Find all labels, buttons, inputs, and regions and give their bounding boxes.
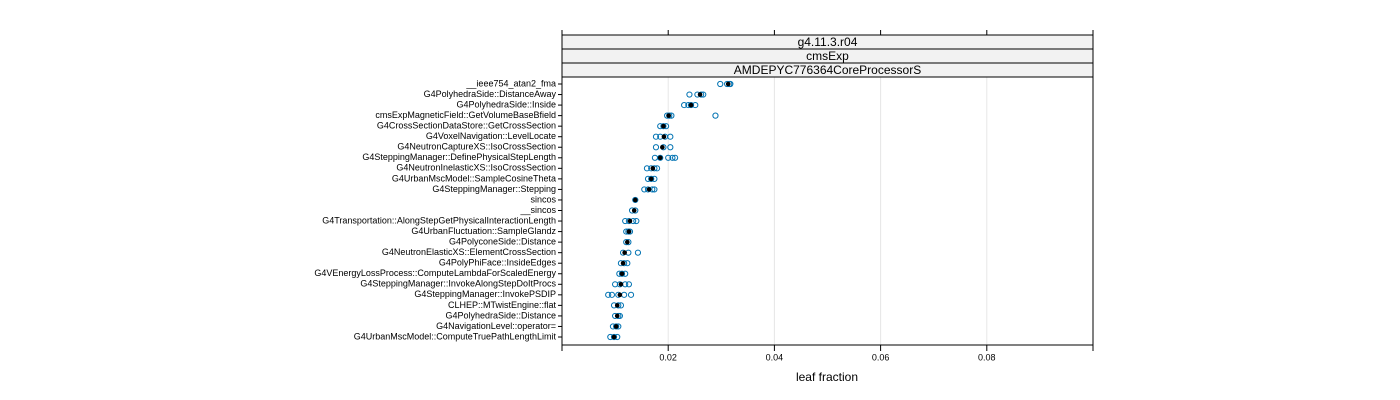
summary-point [622, 250, 627, 255]
point [652, 144, 660, 151]
category-label: G4NavigationLevel::operator= [436, 321, 556, 331]
point [632, 196, 639, 204]
summary-point [648, 176, 654, 182]
summary-point [650, 166, 656, 171]
category-label: __ieee754_atan2_fma [465, 78, 556, 88]
point [618, 270, 626, 277]
category-label: G4UrbanFluctuation::SampleGlandz [411, 226, 556, 236]
summary-point [632, 197, 638, 203]
summary-point [725, 81, 731, 87]
x-tick-label: 0.06 [872, 352, 890, 362]
category-label: G4PolyhedraSide::DistanceAway [424, 89, 557, 99]
category-label: G4PolyconeSide::Distance [449, 237, 556, 247]
summary-point [627, 218, 633, 224]
point [686, 91, 693, 98]
category-label: G4VoxelNavigation::LevelLocate [426, 131, 556, 141]
summary-point [666, 113, 672, 118]
point [624, 260, 631, 267]
category-label: G4UrbanMscModel::ComputeTruePathLengthLi… [354, 331, 557, 341]
panel [561, 76, 1094, 346]
category-label: G4NeutronElasticXS::ElementCrossSection [382, 247, 556, 257]
summary-point [618, 281, 624, 287]
category-label: G4UrbanMscModel::SampleCosineTheta [392, 173, 556, 183]
summary-point [631, 208, 637, 213]
point [625, 281, 633, 288]
summary-point [661, 134, 667, 140]
point [717, 80, 724, 88]
point [672, 154, 679, 161]
category-label: G4CrossSectionDataStore::GetCrossSection [377, 121, 556, 131]
category-label: G4NeutronInelasticXS::IsoCrossSection [396, 163, 556, 173]
summary-point [619, 271, 625, 277]
summary-point [657, 155, 663, 161]
summary-point [661, 123, 666, 129]
category-label: G4PolyPhiFace::InsideEdges [439, 258, 557, 268]
summary-point [620, 260, 626, 266]
point [608, 291, 616, 298]
strip-text: g4.11.3.r04 [798, 35, 858, 49]
summary-point [697, 92, 703, 97]
category-label: G4PolyhedraSide::Inside [456, 99, 556, 109]
category-label: __sincos [519, 205, 556, 215]
point [633, 217, 640, 225]
point [634, 249, 642, 256]
point [621, 291, 628, 298]
category-label: G4SteppingManager::DefinePhysicalStepLen… [362, 152, 556, 162]
point [687, 101, 695, 109]
summary-point [660, 144, 665, 150]
category-label: G4SteppingManager::InvokeAlongStepDoItPr… [360, 279, 556, 289]
x-tick-label: 0.08 [978, 352, 996, 362]
x-tick-label: 0.02 [659, 352, 677, 362]
summary-point [626, 229, 632, 234]
point [665, 154, 672, 161]
point [660, 123, 667, 130]
summary-point [611, 334, 617, 340]
category-label: G4SteppingManager::InvokePSDIP [414, 289, 556, 299]
summary-point [688, 102, 694, 108]
point [681, 101, 688, 109]
point [667, 133, 674, 140]
category-label: G4SteppingManager::Stepping [432, 184, 556, 194]
point [651, 186, 658, 193]
summary-point [646, 187, 652, 192]
x-tick-label: 0.04 [766, 352, 784, 362]
category-label: sincos [530, 194, 556, 204]
point [712, 112, 719, 119]
point [651, 154, 659, 161]
point [669, 154, 676, 161]
point [652, 133, 660, 140]
summary-point [617, 292, 623, 298]
summary-point [613, 324, 619, 329]
point [657, 154, 664, 161]
x-axis-title: leaf fraction [796, 370, 858, 384]
point [667, 144, 674, 151]
category-label: G4Transportation::AlongStepGetPhysicalIn… [322, 215, 556, 225]
point [605, 291, 612, 298]
point [627, 291, 635, 298]
summary-point [625, 239, 630, 245]
point [648, 175, 655, 182]
category-label: G4PolyhedraSide::Distance [445, 310, 556, 320]
point [610, 333, 618, 341]
strip-text: AMDEPYC776364CoreProcessorS [734, 63, 921, 77]
category-label: CLHEP::MTwistEngine::flat [448, 300, 557, 310]
category-label: G4VEnergyLossProcess::ComputeLambdaForSc… [314, 268, 556, 278]
point [613, 323, 620, 330]
summary-point [614, 313, 620, 319]
category-label: G4NeutronCaptureXS::IsoCrossSection [397, 142, 556, 152]
point [643, 165, 651, 172]
strip-text: cmsExp [806, 49, 849, 63]
summary-point [614, 303, 620, 308]
category-label: cmsExpMagneticField::GetVolumeBaseBfield [375, 110, 556, 120]
